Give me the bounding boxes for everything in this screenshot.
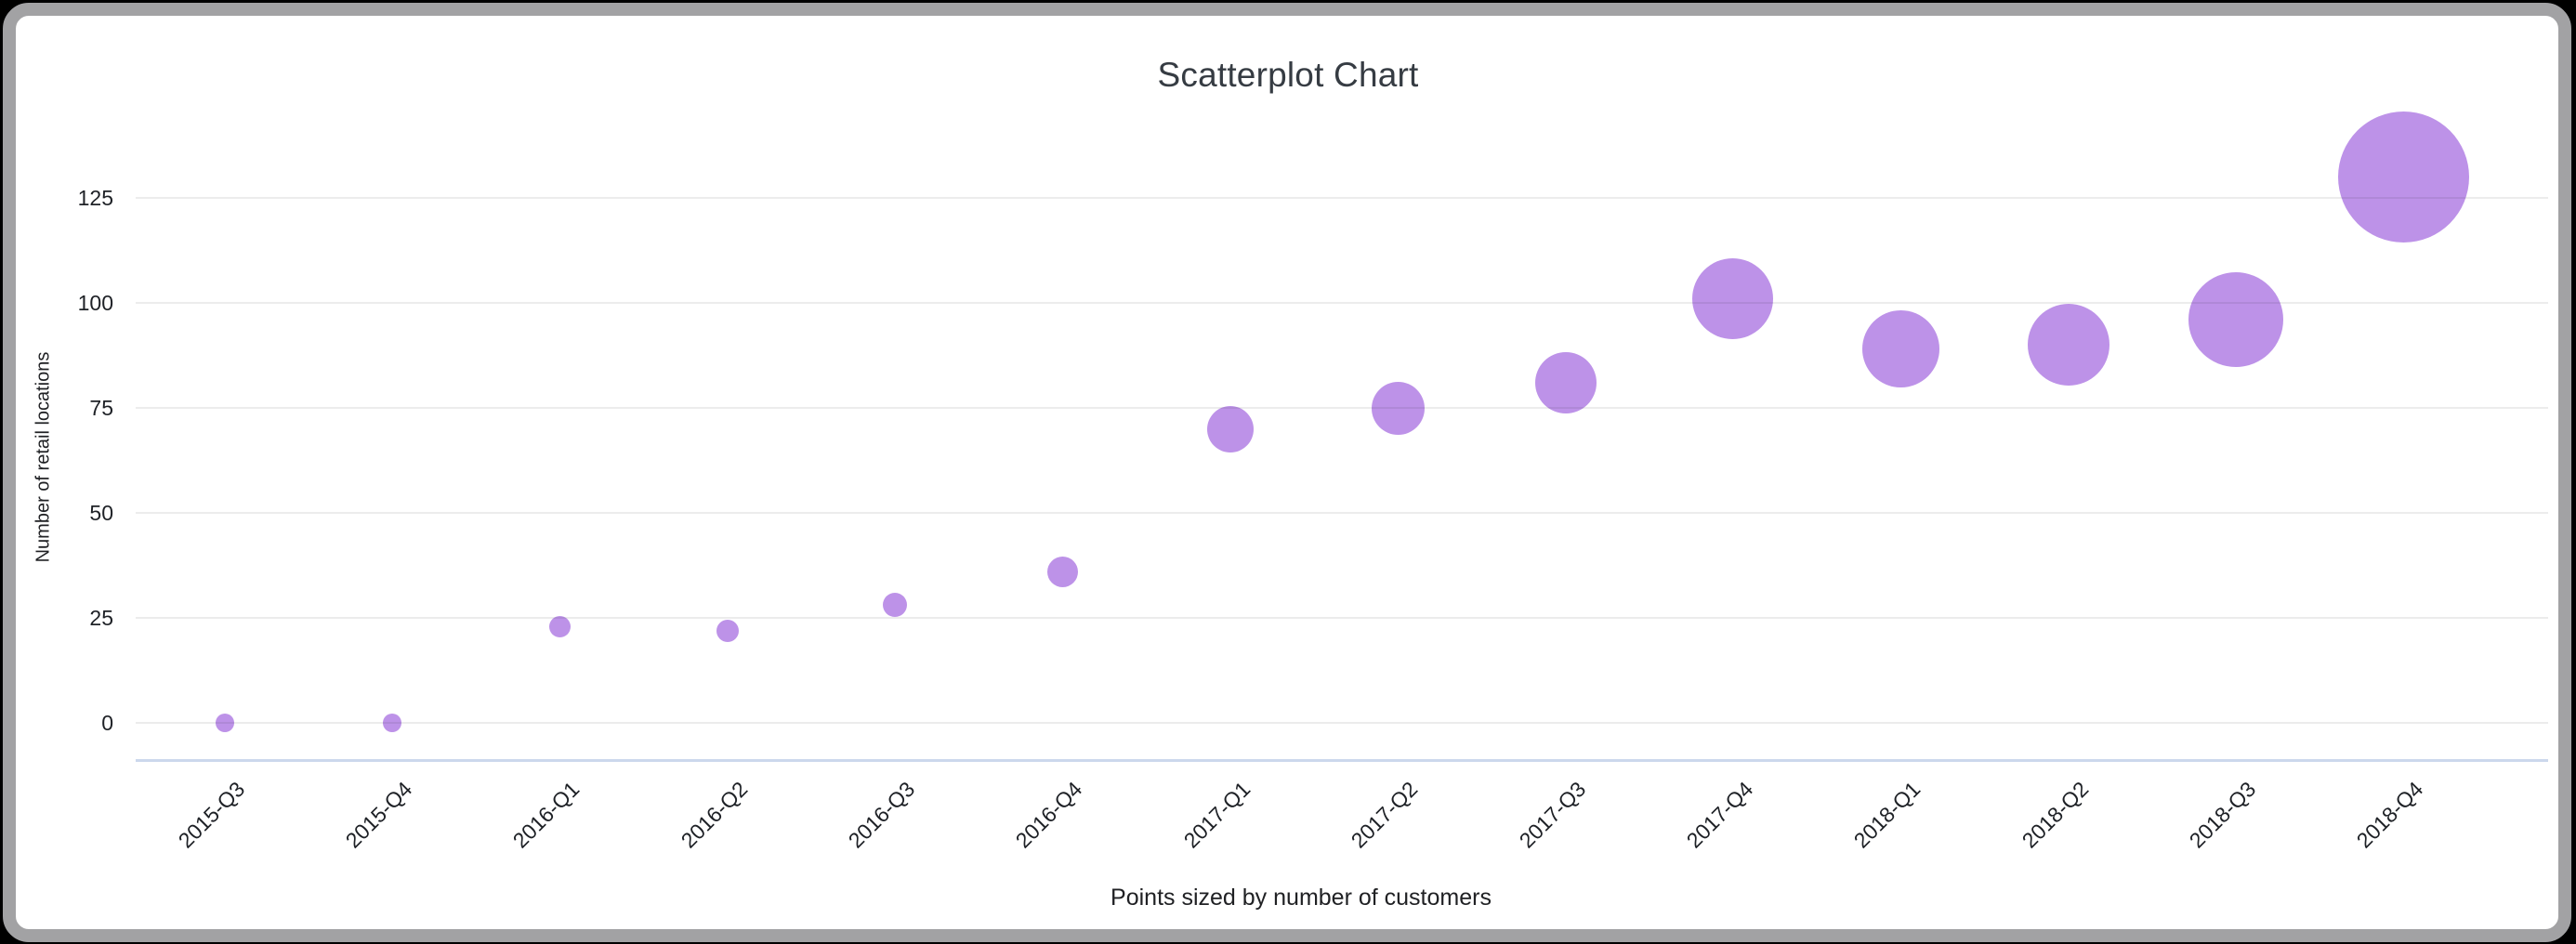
x-tick-label: 2016-Q1 [508,777,585,853]
x-tick-label: 2015-Q3 [173,777,250,853]
data-point-bubble[interactable] [1861,310,1939,388]
data-point-bubble[interactable] [883,593,908,618]
x-axis-baseline [136,759,2548,762]
data-point-bubble[interactable] [2337,111,2469,243]
y-tick-label: 25 [89,606,113,630]
gridline [136,617,2548,619]
data-point-bubble[interactable] [716,619,739,642]
chart-frame [3,3,2571,942]
data-point-bubble[interactable] [1371,381,1425,435]
y-tick-label: 100 [77,291,113,315]
gridline [136,302,2548,304]
data-point-bubble[interactable] [1206,405,1254,452]
x-tick-label: 2017-Q3 [1514,777,1590,853]
gridline [136,512,2548,514]
gridline [136,407,2548,409]
gridline [136,197,2548,199]
x-axis-note: Points sized by number of customers [1111,885,1492,911]
chart-title: Scatterplot Chart [1157,56,1419,94]
data-point-bubble[interactable] [383,714,402,732]
x-tick-label: 2017-Q2 [1346,777,1423,853]
data-point-bubble[interactable] [2188,272,2283,368]
x-tick-label: 2017-Q1 [1178,777,1255,853]
x-tick-label: 2017-Q4 [1681,777,1758,853]
y-tick-label: 75 [89,396,113,420]
data-point-bubble[interactable] [215,714,234,732]
data-point-bubble[interactable] [548,615,571,637]
x-tick-label: 2016-Q2 [676,777,753,853]
y-tick-label: 50 [89,501,113,525]
data-point-bubble[interactable] [1534,351,1597,413]
x-tick-label: 2016-Q3 [843,777,920,853]
y-axis-title: Number of retail locations [33,351,54,563]
x-tick-label: 2018-Q1 [1848,777,1925,853]
data-point-bubble[interactable] [2027,304,2109,387]
y-tick-label: 125 [77,186,113,210]
data-point-bubble[interactable] [1046,556,1078,587]
data-point-bubble[interactable] [1692,257,1774,339]
x-tick-label: 2015-Q4 [340,777,417,853]
x-tick-label: 2016-Q4 [1011,777,1087,853]
x-tick-label: 2018-Q2 [2017,777,2093,853]
x-tick-label: 2018-Q4 [2351,777,2428,853]
x-tick-label: 2018-Q3 [2184,777,2261,853]
y-tick-label: 0 [101,711,113,735]
gridline [136,722,2548,724]
